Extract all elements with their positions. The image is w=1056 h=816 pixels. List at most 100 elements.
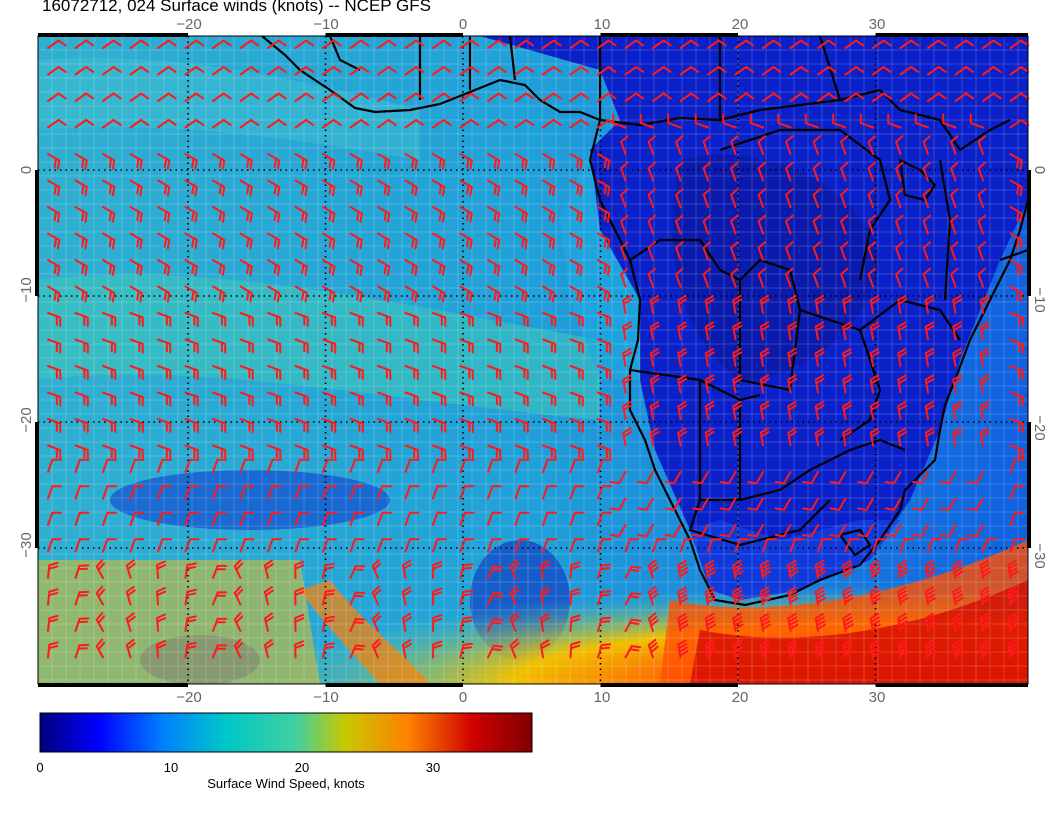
wind-barb (349, 259, 363, 276)
wind-barb (322, 312, 337, 327)
wind-barb (899, 92, 920, 102)
colorbar-tick: 0 (36, 760, 43, 775)
wind-barb (814, 559, 826, 579)
wind-barb (895, 241, 904, 261)
wind-barb (349, 618, 366, 632)
wind-barb (785, 241, 794, 261)
wind-barb (950, 188, 959, 208)
wind-barb (74, 39, 95, 49)
wind-barb (952, 294, 963, 314)
wind-barb (872, 66, 892, 76)
wind-barb (459, 39, 480, 49)
colorbar: 0 10 20 30 Surface Wind Speed, knots (36, 712, 533, 791)
wind-barbs (47, 39, 1030, 659)
wind-barb (597, 590, 612, 606)
wind-barb (952, 586, 964, 606)
wind-barb (267, 391, 282, 407)
wind-barb (649, 347, 660, 367)
colorbar-ramp (39, 712, 533, 753)
wind-barb (732, 612, 744, 632)
wind-barb (675, 267, 684, 288)
wind-barb (322, 259, 336, 276)
wind-barb (377, 153, 391, 170)
wind-barb (785, 267, 794, 288)
wind-barb (125, 612, 136, 632)
wind-barb (694, 113, 709, 129)
wind-barb (814, 612, 826, 632)
wind-barb (377, 418, 392, 433)
wind-barb (294, 153, 308, 170)
frame-tick (1027, 170, 1031, 296)
wind-barb (47, 232, 61, 250)
wind-barb (102, 418, 117, 433)
wind-barb (842, 427, 853, 447)
wind-barb (677, 612, 689, 632)
wind-barb (267, 444, 282, 460)
wind-barb (157, 285, 171, 303)
wind-barb (719, 497, 737, 511)
wind-barb (569, 92, 590, 102)
wind-barb (762, 66, 782, 76)
wind-barb (129, 39, 150, 49)
wind-barb (922, 135, 931, 155)
wind-barb (129, 458, 145, 473)
wind-barb (569, 338, 584, 354)
wind-barb (842, 374, 853, 394)
wind-barb (432, 206, 446, 223)
wind-barb (233, 638, 244, 659)
wind-barb (47, 538, 62, 553)
wind-barb (404, 92, 425, 102)
wind-barb (233, 585, 244, 606)
wind-barb (157, 179, 171, 197)
wind-barb (47, 66, 67, 76)
wind-barb (404, 418, 419, 433)
wind-barb (704, 586, 716, 606)
wind-barb (47, 312, 62, 327)
wind-barb (212, 644, 228, 659)
wind-barb (812, 161, 821, 182)
wind-barb (540, 586, 550, 606)
wind-barb (371, 585, 382, 606)
wind-barb (675, 214, 684, 235)
wind-barb (233, 612, 244, 632)
wind-barb (322, 589, 335, 606)
wind-barb (979, 347, 990, 367)
wind-barb (157, 66, 177, 76)
wind-barb (349, 644, 366, 659)
wind-barb (294, 640, 305, 659)
wind-barb (922, 267, 931, 288)
wind-barb (514, 206, 528, 223)
lon-label-top: 20 (732, 16, 749, 33)
wind-barb (156, 560, 167, 579)
wind-barb (239, 444, 254, 460)
wind-barb (982, 39, 1002, 49)
wind-barb (897, 612, 909, 632)
wind-barb (702, 161, 711, 182)
wind-barb (239, 485, 255, 500)
wind-speed-field (38, 36, 1028, 684)
wind-barb (401, 612, 412, 632)
wind-barb (1009, 285, 1023, 303)
wind-barb (1009, 458, 1025, 473)
wind-barb (924, 400, 935, 420)
wind-barb (184, 588, 197, 606)
wind-barb (377, 338, 392, 354)
wind-barb (922, 161, 931, 182)
wind-barb (869, 400, 880, 420)
wind-barb (927, 92, 947, 102)
wind-barb (895, 214, 904, 235)
wind-barb (459, 153, 473, 170)
wind-barb (597, 206, 611, 223)
wind-barb (597, 616, 612, 632)
wind-barb (322, 232, 336, 250)
wind-barb (597, 444, 612, 460)
wind-barb (322, 538, 337, 553)
wind-barb (267, 538, 282, 553)
wind-barb (1009, 39, 1030, 49)
wind-barb (675, 188, 684, 208)
wind-barb (620, 214, 629, 235)
wind-barb (377, 66, 397, 76)
wind-barb (844, 39, 865, 49)
wind-barb (212, 285, 226, 303)
wind-barb (157, 338, 172, 354)
